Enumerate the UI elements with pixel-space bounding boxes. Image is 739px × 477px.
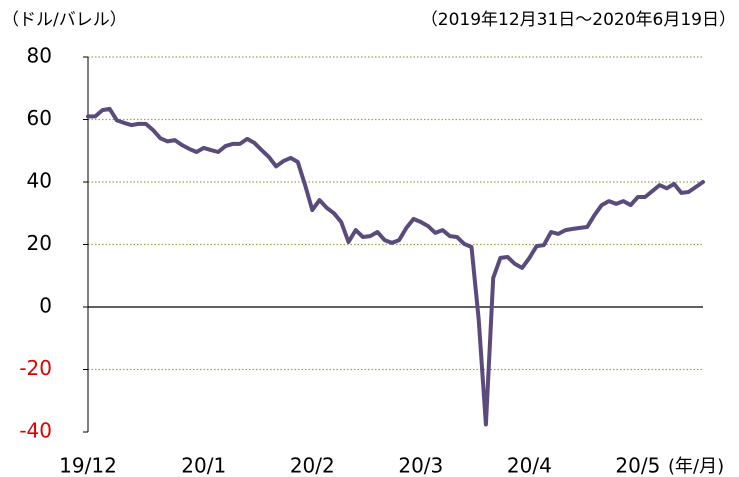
y-tick-label: 40 [27, 169, 52, 193]
x-tick-label: 20/4 [507, 454, 552, 477]
x-tick-label: 20/3 [398, 454, 443, 477]
y-unit: （ドル/バレル） [2, 10, 127, 30]
x-tick-label: 19/12 [59, 454, 117, 477]
y-tick-label: 60 [27, 106, 52, 130]
x-unit: (年/月) [668, 456, 724, 477]
y-tick-label: 0 [39, 294, 52, 318]
x-tick-label: 20/5 [615, 454, 660, 477]
y-tick-label: 20 [27, 231, 52, 255]
x-tick-label: 20/2 [290, 454, 335, 477]
y-tick-label: -20 [19, 356, 52, 380]
subtitle: （2019年12月31日～2020年6月19日） [421, 10, 736, 30]
y-tick-label: 80 [27, 44, 52, 68]
price-line [86, 106, 705, 427]
x-tick-label: 20/1 [181, 454, 226, 477]
y-tick-label: -40 [19, 419, 52, 443]
